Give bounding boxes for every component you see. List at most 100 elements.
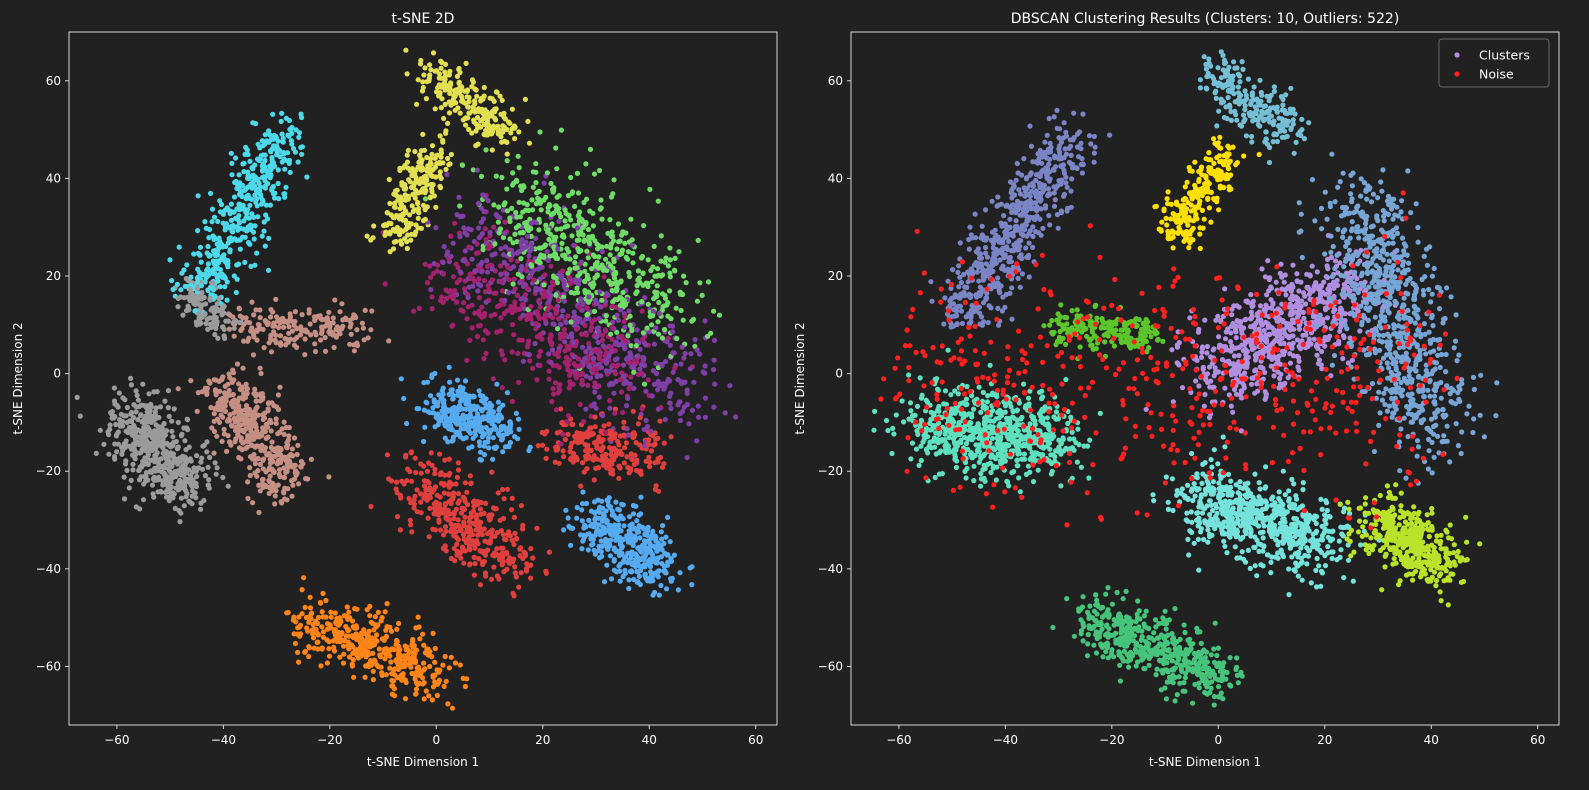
scatter-point <box>448 253 454 259</box>
scatter-point <box>270 111 276 117</box>
scatter-point <box>425 515 431 521</box>
scatter-point <box>175 419 181 425</box>
scatter-point <box>588 350 594 356</box>
scatter-point <box>394 637 400 644</box>
scatter-point <box>413 469 419 476</box>
scatter-point <box>465 529 471 535</box>
scatter-point <box>688 351 694 357</box>
scatter-point <box>526 140 533 146</box>
scatter-point <box>183 447 189 453</box>
scatter-point <box>290 482 296 488</box>
scatter-point <box>445 701 451 707</box>
scatter-point <box>146 391 152 397</box>
scatter-point <box>402 696 409 702</box>
scatter-point <box>587 146 594 152</box>
scatter-point <box>558 275 564 281</box>
scatter-point <box>526 274 532 280</box>
scatter-point <box>283 184 289 190</box>
scatter-point <box>497 517 503 523</box>
scatter-point <box>539 429 545 436</box>
scatter-point <box>510 170 516 176</box>
scatter-point <box>404 644 410 650</box>
scatter-point <box>441 244 447 250</box>
scatter-point <box>722 410 728 416</box>
scatter-point <box>585 382 591 388</box>
scatter-point <box>621 419 627 425</box>
scatter-point <box>619 545 625 551</box>
scatter-point <box>502 357 508 363</box>
scatter-point <box>236 172 242 178</box>
scatter-point <box>304 174 310 180</box>
scatter-point <box>582 522 588 528</box>
scatter-point <box>452 220 458 226</box>
scatter-point <box>267 484 273 491</box>
scatter-point <box>616 475 622 481</box>
scatter-point <box>111 454 118 460</box>
scatter-point <box>702 395 709 401</box>
scatter-point <box>593 515 599 521</box>
scatter-point <box>318 330 325 336</box>
scatter-point <box>450 396 456 402</box>
scatter-point <box>472 268 478 274</box>
scatter-point <box>588 281 594 288</box>
scatter-point <box>543 570 550 576</box>
scatter-point <box>638 362 645 368</box>
scatter-point <box>427 62 433 68</box>
scatter-point <box>269 439 275 445</box>
scatter-point <box>637 535 643 541</box>
scatter-point <box>594 325 600 332</box>
scatter-point <box>530 169 536 175</box>
scatter-point <box>409 166 415 172</box>
scatter-point <box>418 148 424 154</box>
scatter-point <box>203 301 209 307</box>
scatter-point <box>432 68 438 74</box>
scatter-point <box>478 117 484 124</box>
scatter-point <box>408 450 414 456</box>
scatter-point <box>93 450 99 456</box>
scatter-point <box>244 444 250 450</box>
scatter-point <box>202 219 208 225</box>
scatter-point <box>440 662 446 668</box>
scatter-point <box>502 230 508 236</box>
scatter-point <box>517 280 523 286</box>
scatter-point <box>565 413 572 419</box>
scatter-point <box>622 346 628 352</box>
scatter-point <box>457 203 463 209</box>
scatter-point <box>670 323 676 329</box>
scatter-point <box>263 202 269 208</box>
scatter-point <box>422 65 428 71</box>
scatter-point <box>539 336 545 342</box>
scatter-point <box>499 385 505 391</box>
scatter-point <box>229 238 235 244</box>
scatter-point <box>412 455 418 461</box>
scatter-point <box>697 280 703 286</box>
scatter-point <box>426 534 432 540</box>
scatter-point <box>576 232 582 238</box>
scatter-point <box>169 278 175 284</box>
scatter-point <box>482 538 488 544</box>
scatter-point <box>394 479 400 485</box>
scatter-point <box>268 349 275 355</box>
scatter-point <box>452 660 459 666</box>
scatter-point <box>421 438 427 445</box>
scatter-point <box>367 613 373 619</box>
scatter-point <box>468 275 474 281</box>
scatter-point <box>441 532 447 538</box>
scatter-point <box>578 248 584 254</box>
scatter-point <box>604 243 610 249</box>
scatter-point <box>635 421 642 427</box>
scatter-point <box>626 514 633 520</box>
scatter-point <box>384 222 390 228</box>
scatter-point <box>218 401 224 407</box>
scatter-point <box>516 379 522 385</box>
scatter-point <box>412 195 418 201</box>
scatter-point <box>614 285 620 291</box>
scatter-point <box>641 356 647 362</box>
scatter-point <box>213 247 219 253</box>
scatter-point <box>308 456 314 462</box>
scatter-point <box>620 229 626 235</box>
scatter-point <box>418 470 424 476</box>
scatter-point <box>205 272 212 278</box>
scatter-point <box>651 243 657 249</box>
scatter-point <box>499 174 505 181</box>
